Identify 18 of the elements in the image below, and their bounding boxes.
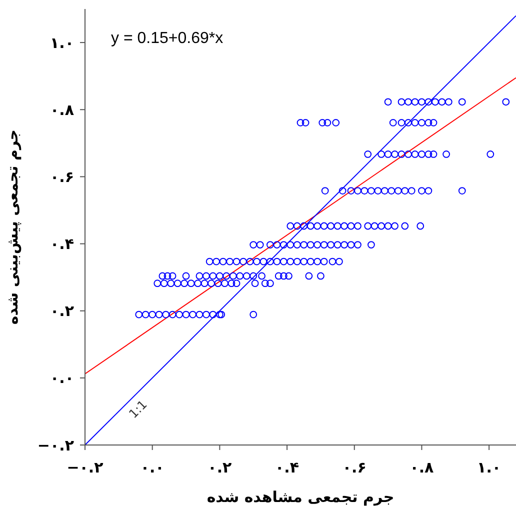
x-tick-label: ۱.۰: [477, 458, 502, 477]
y-tick-label: ۱.۰: [50, 34, 74, 52]
y-axis-title: جرم تجمعی پیش‌بینی شده: [3, 129, 22, 325]
y-tick-label: ۰.۸: [50, 100, 74, 119]
y-tick-label: ۰.۴: [50, 235, 74, 254]
x-tick-label: ۰.۴: [275, 458, 300, 477]
annotation: 1:1: [126, 397, 150, 421]
x-tick-label: ۰.۶: [342, 458, 366, 477]
x-tick-label: ۰.۰: [140, 458, 164, 477]
y-tick-label: ۰.۰: [50, 369, 74, 388]
annotation: y = 0.15+0.69*x: [111, 30, 224, 48]
y-tick-label: ۰.۲: [50, 302, 74, 320]
x-tick-label: ۰.۲: [208, 458, 232, 477]
x-tick-label: −۰.۲: [66, 458, 104, 477]
x-tick-label: ۰.۸: [410, 458, 434, 477]
y-tick-label: −۰.۲: [37, 436, 74, 454]
x-axis-title: جرم تجمعی مشاهده شده: [206, 488, 394, 506]
y-tick-label: ۰.۶: [50, 168, 74, 186]
